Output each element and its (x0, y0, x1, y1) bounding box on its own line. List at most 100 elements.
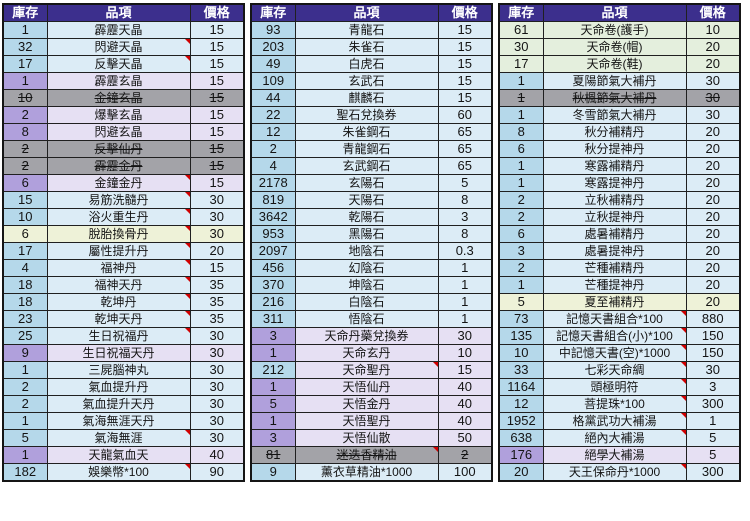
item-cell[interactable]: 青龍石 (294, 21, 439, 39)
stock-cell[interactable]: 109 (250, 72, 296, 90)
item-cell[interactable]: 天龍氣血天 (46, 446, 191, 464)
stock-cell[interactable]: 212 (250, 361, 296, 379)
price-cell[interactable]: 20 (685, 225, 741, 243)
item-cell[interactable]: 娛樂幣*100 (46, 463, 191, 482)
item-cell[interactable]: 天命卷(帽) (542, 38, 687, 56)
stock-cell[interactable]: 30 (498, 38, 544, 56)
item-cell[interactable]: 幻陰石 (294, 259, 439, 277)
price-cell[interactable]: 20 (685, 191, 741, 209)
price-cell[interactable]: 15 (189, 72, 245, 90)
price-cell[interactable]: 15 (437, 72, 493, 90)
price-cell[interactable]: 1 (437, 293, 493, 311)
item-cell[interactable]: 青龍鋼石 (294, 140, 439, 158)
stock-header[interactable]: 庫存 (498, 3, 544, 22)
stock-cell[interactable]: 2 (2, 157, 48, 175)
price-cell[interactable]: 35 (189, 310, 245, 328)
item-cell[interactable]: 天悟金丹 (294, 395, 439, 413)
item-cell[interactable]: 立秋提神丹 (542, 208, 687, 226)
price-cell[interactable]: 30 (189, 395, 245, 413)
stock-cell[interactable]: 2178 (250, 174, 296, 192)
item-cell[interactable]: 閃避天晶 (46, 38, 191, 56)
stock-cell[interactable]: 8 (2, 123, 48, 141)
price-cell[interactable]: 15 (189, 21, 245, 39)
item-cell[interactable]: 中記憶天書(空)*1000 (542, 344, 687, 362)
item-cell[interactable]: 乾坤丹 (46, 293, 191, 311)
item-cell[interactable]: 金鐘金丹 (46, 174, 191, 192)
stock-cell[interactable]: 12 (498, 395, 544, 413)
item-cell[interactable]: 爆擊玄晶 (46, 106, 191, 124)
stock-cell[interactable]: 3 (250, 327, 296, 345)
stock-cell[interactable]: 1 (498, 157, 544, 175)
price-cell[interactable]: 15 (437, 21, 493, 39)
price-cell[interactable]: 30 (189, 327, 245, 345)
stock-cell[interactable]: 2 (2, 395, 48, 413)
item-cell[interactable]: 霹靂玄晶 (46, 72, 191, 90)
price-cell[interactable]: 30 (189, 361, 245, 379)
item-cell[interactable]: 反擊仙丹 (46, 140, 191, 158)
stock-cell[interactable]: 1 (2, 446, 48, 464)
price-cell[interactable]: 8 (437, 191, 493, 209)
price-cell[interactable]: 20 (685, 123, 741, 141)
item-cell[interactable]: 夏至補精丹 (542, 293, 687, 311)
stock-cell[interactable]: 5 (498, 293, 544, 311)
price-cell[interactable]: 15 (189, 89, 245, 107)
price-cell[interactable]: 15 (437, 55, 493, 73)
price-cell[interactable]: 30 (189, 412, 245, 430)
price-cell[interactable]: 15 (189, 157, 245, 175)
price-header[interactable]: 價格 (189, 3, 245, 22)
item-cell[interactable]: 處暑補精丹 (542, 225, 687, 243)
stock-cell[interactable]: 182 (2, 463, 48, 482)
item-cell[interactable]: 乾坤天丹 (46, 310, 191, 328)
price-cell[interactable]: 30 (189, 191, 245, 209)
price-cell[interactable]: 10 (437, 344, 493, 362)
item-cell[interactable]: 秋分提神丹 (542, 140, 687, 158)
item-cell[interactable]: 乾陽石 (294, 208, 439, 226)
price-cell[interactable]: 0.3 (437, 242, 493, 260)
price-cell[interactable]: 300 (685, 463, 741, 482)
stock-cell[interactable]: 10 (2, 89, 48, 107)
item-cell[interactable]: 福神天丹 (46, 276, 191, 294)
item-cell[interactable]: 霹靂金丹 (46, 157, 191, 175)
stock-cell[interactable]: 311 (250, 310, 296, 328)
item-cell[interactable]: 處暑提神丹 (542, 242, 687, 260)
stock-cell[interactable]: 3 (250, 429, 296, 447)
item-cell[interactable]: 芒種補精丹 (542, 259, 687, 277)
item-cell[interactable]: 天命卷(護手) (542, 21, 687, 39)
price-cell[interactable]: 30 (685, 89, 741, 107)
item-cell[interactable]: 閃避玄晶 (46, 123, 191, 141)
stock-cell[interactable]: 2 (2, 106, 48, 124)
item-cell[interactable]: 頭極明符 (542, 378, 687, 396)
item-cell[interactable]: 立秋補精丹 (542, 191, 687, 209)
stock-cell[interactable]: 2 (2, 378, 48, 396)
stock-cell[interactable]: 2 (498, 208, 544, 226)
stock-cell[interactable]: 23 (2, 310, 48, 328)
item-cell[interactable]: 地陰石 (294, 242, 439, 260)
price-cell[interactable]: 20 (685, 140, 741, 158)
item-cell[interactable]: 朱雀石 (294, 38, 439, 56)
stock-cell[interactable]: 44 (250, 89, 296, 107)
price-cell[interactable]: 20 (685, 157, 741, 175)
item-cell[interactable]: 福神丹 (46, 259, 191, 277)
stock-cell[interactable]: 2 (498, 191, 544, 209)
item-cell[interactable]: 霹靂天晶 (46, 21, 191, 39)
stock-cell[interactable]: 1164 (498, 378, 544, 396)
price-cell[interactable]: 20 (685, 38, 741, 56)
stock-cell[interactable]: 4 (2, 259, 48, 277)
stock-cell[interactable]: 819 (250, 191, 296, 209)
item-cell[interactable]: 浴火重生丹 (46, 208, 191, 226)
stock-cell[interactable]: 953 (250, 225, 296, 243)
item-cell[interactable]: 天悟仙散 (294, 429, 439, 447)
stock-cell[interactable]: 2097 (250, 242, 296, 260)
price-cell[interactable]: 30 (437, 327, 493, 345)
stock-cell[interactable]: 1 (2, 72, 48, 90)
price-cell[interactable]: 8 (437, 225, 493, 243)
stock-cell[interactable]: 5 (250, 395, 296, 413)
stock-cell[interactable]: 25 (2, 327, 48, 345)
price-cell[interactable]: 60 (437, 106, 493, 124)
item-cell[interactable]: 氣海無涯天丹 (46, 412, 191, 430)
stock-cell[interactable]: 3642 (250, 208, 296, 226)
price-cell[interactable]: 20 (685, 276, 741, 294)
item-cell[interactable]: 脫胎換骨丹 (46, 225, 191, 243)
item-header[interactable]: 品項 (46, 3, 191, 22)
stock-cell[interactable]: 1 (498, 89, 544, 107)
